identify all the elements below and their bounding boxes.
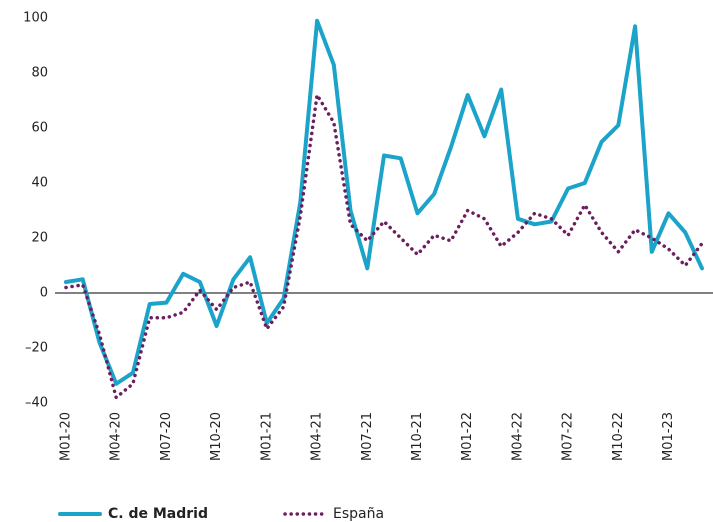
y-tick-label: –20 [25,341,48,356]
x-tick-label: M04-21 [310,412,325,461]
series-line [64,18,704,386]
y-tick-label: 100 [23,11,48,26]
x-tick-label: M01-21 [259,412,274,461]
x-tick-label: M01-22 [460,412,475,461]
y-tick-label: –40 [25,396,48,411]
x-tick-label: M04-20 [109,412,124,461]
legend-label: España [333,506,384,522]
x-tick-label: M01-23 [661,412,676,461]
legend-label: C. de Madrid [108,506,208,522]
y-tick-label: 60 [31,121,48,136]
y-tick-label: 40 [31,176,48,191]
x-tick-label: M10-21 [410,412,425,461]
x-tick-label: M07-21 [360,412,375,461]
x-tick-label: M04-22 [510,412,525,461]
y-tick-label: 20 [31,231,48,246]
x-tick-label: M10-22 [611,412,626,461]
x-tick-label: M07-22 [561,412,576,461]
y-tick-label: 0 [40,286,48,301]
x-tick-label: M07-20 [159,412,174,461]
series-line [64,93,704,400]
y-tick-label: 80 [31,66,48,81]
x-tick-label: M01-20 [59,412,74,461]
x-tick-label: M10-20 [209,412,224,461]
